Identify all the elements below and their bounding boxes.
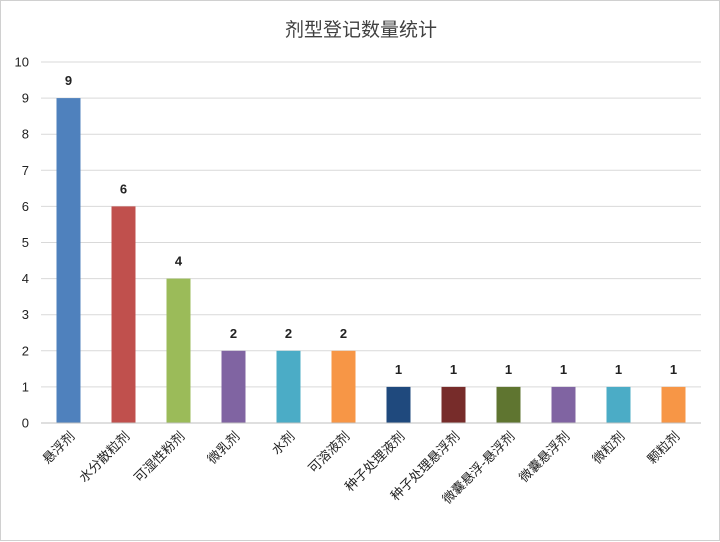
data-label: 1: [670, 362, 677, 377]
y-tick-label: 9: [22, 91, 29, 106]
data-label: 6: [120, 181, 127, 196]
y-tick-label: 5: [22, 235, 29, 250]
y-tick-label: 8: [22, 127, 29, 142]
data-label: 1: [615, 362, 622, 377]
data-label: 9: [65, 73, 72, 88]
category-label: 可溶液剂: [306, 429, 353, 476]
category-label: 水分散粒剂: [77, 429, 134, 486]
y-tick-label: 3: [22, 307, 29, 322]
bar: [331, 350, 356, 423]
y-tick-label: 4: [22, 271, 29, 286]
bar: [606, 386, 631, 423]
category-label: 可湿性粉剂: [132, 429, 189, 486]
data-label: 1: [450, 362, 457, 377]
data-label: 1: [560, 362, 567, 377]
data-label: 1: [395, 362, 402, 377]
bar: [166, 278, 191, 423]
y-tick-label: 7: [22, 163, 29, 178]
y-tick-label: 0: [22, 416, 29, 431]
category-label: 颗粒剂: [645, 429, 683, 467]
bar: [661, 386, 686, 423]
y-axis-ticks: 0 1 2 3 4 5 6 7 8 9 10: [15, 55, 29, 431]
category-label: 水剂: [269, 429, 298, 458]
data-label: 2: [285, 326, 292, 341]
bar: [386, 386, 411, 423]
data-labels: 9 6 4 2 2 2 1 1 1 1 1 1: [65, 73, 677, 377]
bar: [496, 386, 521, 423]
data-label: 4: [175, 254, 183, 269]
bar: [276, 350, 301, 423]
y-tick-label: 1: [22, 379, 29, 394]
data-label: 1: [505, 362, 512, 377]
bars: [56, 98, 686, 423]
category-label: 悬浮剂: [40, 429, 78, 467]
y-tick-label: 6: [22, 199, 29, 214]
data-label: 2: [340, 326, 347, 341]
bar: [56, 98, 81, 423]
data-label: 2: [230, 326, 237, 341]
category-label: 微粒剂: [590, 429, 628, 467]
bar: [551, 386, 576, 423]
bar: [221, 350, 246, 423]
bar: [111, 206, 136, 423]
category-label: 微乳剂: [205, 429, 243, 467]
chart-title: 剂型登记数量统计: [285, 19, 437, 41]
gridlines: [41, 61, 701, 388]
y-tick-label: 10: [15, 55, 29, 70]
y-tick-label: 2: [22, 343, 29, 358]
category-label: 微囊悬浮剂: [516, 429, 573, 486]
bar: [441, 386, 466, 423]
